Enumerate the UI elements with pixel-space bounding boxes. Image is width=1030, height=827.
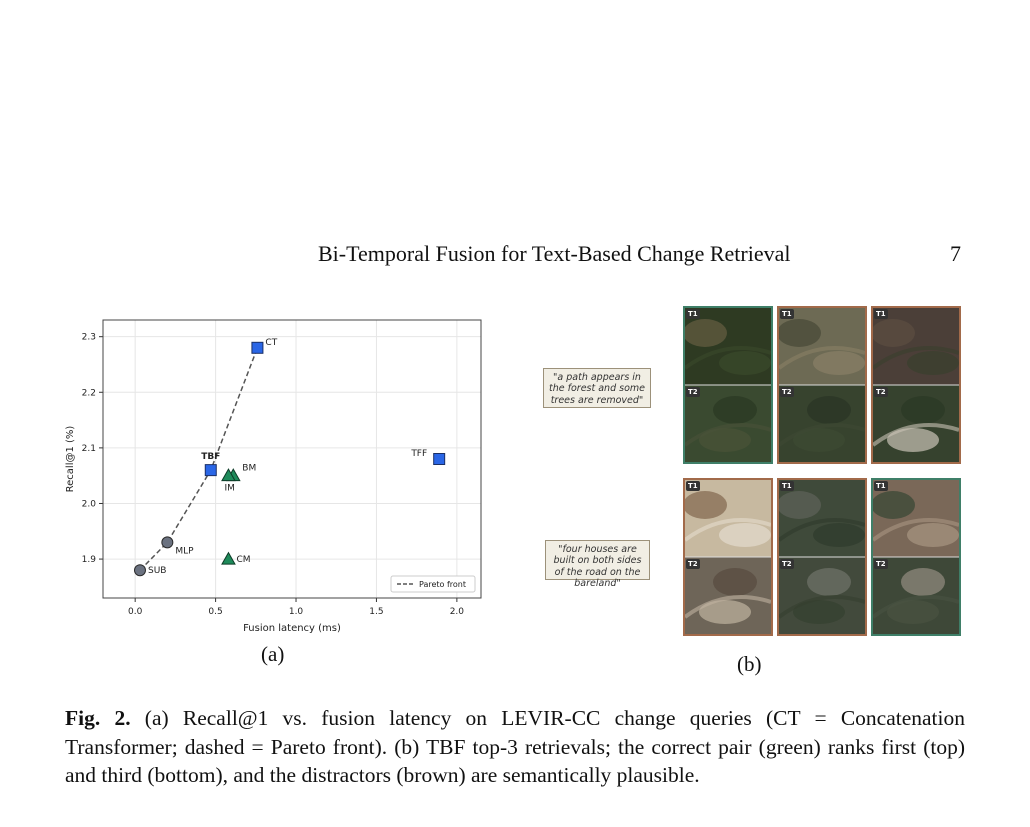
x-axis-label: Fusion latency (ms) xyxy=(243,623,341,634)
pareto-front-line xyxy=(139,347,259,571)
time-badge-t2: T2 xyxy=(874,387,888,397)
y-tick-label: 2.1 xyxy=(82,444,96,454)
time-badge-t1: T1 xyxy=(686,309,700,319)
legend-entry: Pareto front xyxy=(419,580,466,589)
figure-caption: Fig. 2. (a) Recall@1 vs. fusion latency … xyxy=(65,704,965,790)
retrieval-result-1-2: T1 T2 xyxy=(777,306,867,464)
retrieval-result-1-1: T1 T2 xyxy=(683,306,773,464)
time-badge-t2: T2 xyxy=(686,559,700,569)
time-badge-t2: T2 xyxy=(874,559,888,569)
query-box-2: "four houses are built on both sides of … xyxy=(545,540,650,589)
point-label-ct: CT xyxy=(265,338,277,348)
time-badge-t1: T1 xyxy=(874,309,888,319)
retrieval-result-1-3: T1 T2 xyxy=(871,306,961,464)
running-head: Bi-Temporal Fusion for Text-Based Change… xyxy=(318,241,791,266)
point-cm xyxy=(221,551,236,565)
page-number: 7 xyxy=(950,241,961,266)
point-tbf xyxy=(204,464,217,477)
caption-label: Fig. 2. xyxy=(65,706,131,730)
x-tick-label: 2.0 xyxy=(450,607,465,617)
y-tick-label: 2.3 xyxy=(82,333,96,343)
recall-latency-chart: 0.0 0.5 1.0 1.5 2.0 1.9 2.0 2.1 2.2 2.3 Fusion lat… xyxy=(65,319,482,634)
point-sub xyxy=(133,564,146,577)
point-tff xyxy=(433,453,446,465)
time-badge-t2: T2 xyxy=(780,559,794,569)
y-tick-label: 2.0 xyxy=(82,499,97,509)
time-badge-t2: T2 xyxy=(686,387,700,397)
y-axis-label: Recall@1 (%) xyxy=(65,426,76,493)
retrieval-result-2-3: T1 T2 xyxy=(871,478,961,636)
x-tick-label: 0.0 xyxy=(128,607,143,617)
subfigure-label-a: (a) xyxy=(261,642,285,666)
point-label-mlp: MLP xyxy=(175,546,194,556)
time-badge-t2: T2 xyxy=(780,387,794,397)
time-badge-t1: T1 xyxy=(874,481,888,491)
legend-box xyxy=(390,575,476,593)
subfigure-label-b: (b) xyxy=(737,652,762,676)
caption-text: (a) Recall@1 vs. fusion latency on LEVIR… xyxy=(65,706,965,787)
x-tick-label: 0.5 xyxy=(208,607,222,617)
y-tick-label: 2.2 xyxy=(82,388,96,398)
point-label-tff: TFF xyxy=(410,449,427,459)
point-label-sub: SUB xyxy=(148,566,166,576)
point-mlp xyxy=(161,536,174,549)
retrieval-result-2-1: T1 T2 xyxy=(683,478,773,636)
point-label-tbf: TBF xyxy=(201,452,220,462)
query-box-1: "a path appears in the forest and some t… xyxy=(543,368,651,408)
y-tick-label: 1.9 xyxy=(82,555,97,565)
point-label-cm: CM xyxy=(236,555,250,565)
time-badge-t1: T1 xyxy=(780,309,794,319)
point-im xyxy=(221,468,236,482)
x-tick-label: 1.0 xyxy=(289,607,304,617)
x-tick-label: 1.5 xyxy=(369,607,383,617)
retrieval-result-2-2: T1 T2 xyxy=(777,478,867,636)
point-ct xyxy=(251,341,264,354)
time-badge-t1: T1 xyxy=(780,481,794,491)
time-badge-t1: T1 xyxy=(686,481,700,491)
point-label-bm: BM xyxy=(242,464,256,474)
point-label-im: IM xyxy=(224,484,234,494)
plot-frame xyxy=(102,319,482,599)
